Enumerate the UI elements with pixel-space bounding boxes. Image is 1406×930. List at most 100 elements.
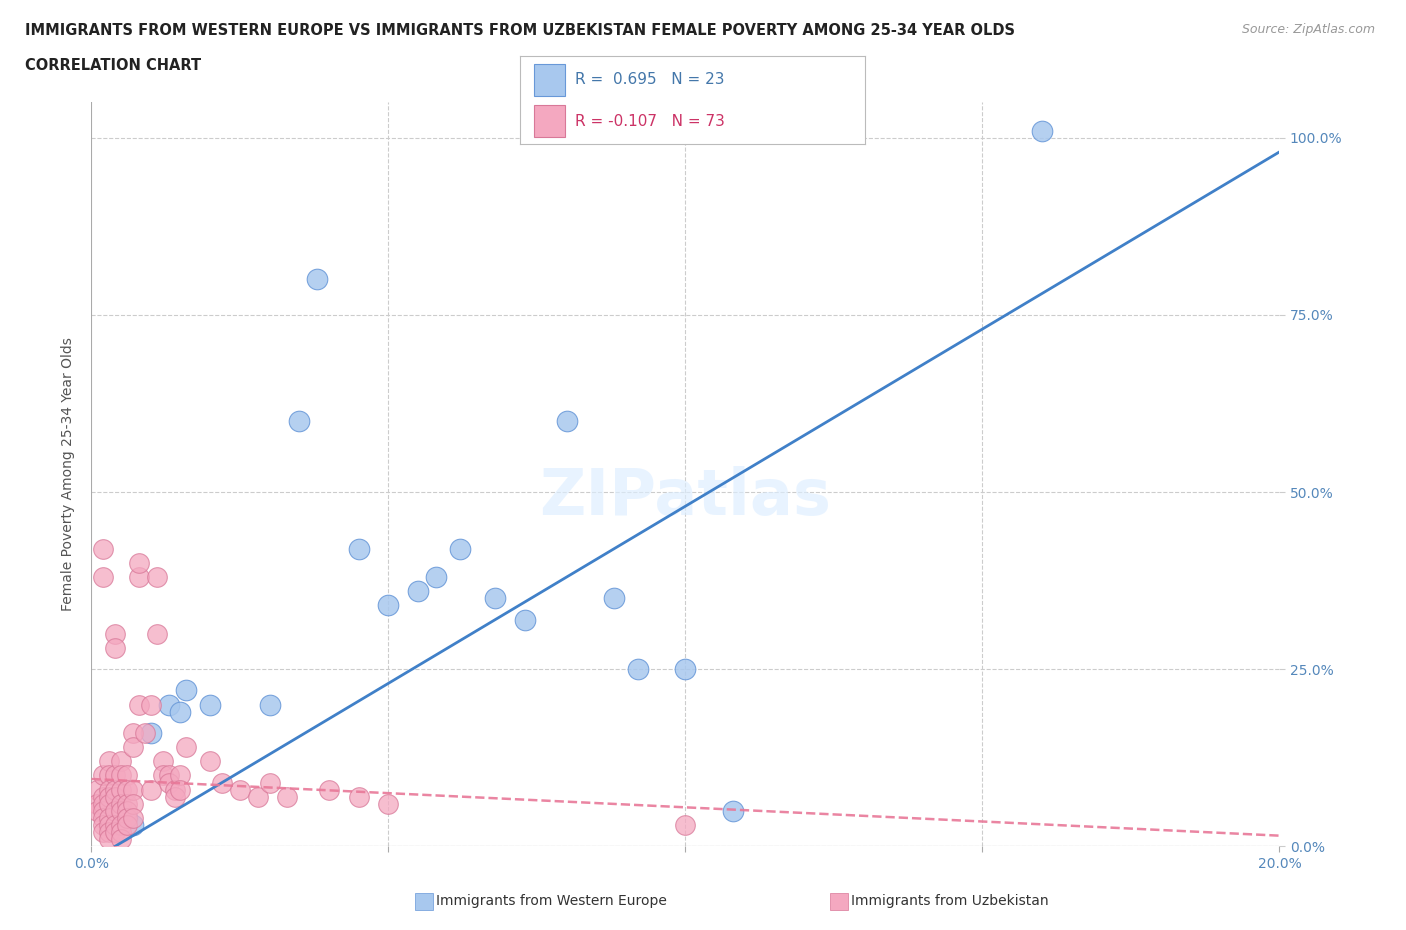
Point — [157, 768, 180, 783]
Point — [406, 584, 429, 599]
Point — [98, 768, 121, 783]
Point — [555, 414, 578, 429]
Point — [115, 811, 138, 826]
Point — [163, 790, 186, 804]
Point — [91, 804, 114, 818]
Point — [134, 725, 156, 740]
Point — [104, 782, 127, 797]
Point — [145, 626, 167, 641]
Point — [513, 612, 536, 627]
Point — [91, 796, 114, 811]
Point — [673, 662, 696, 677]
Point — [229, 782, 252, 797]
Point — [169, 768, 191, 783]
Point — [145, 569, 167, 584]
Point — [98, 817, 121, 832]
Point — [139, 698, 162, 712]
Point — [211, 775, 233, 790]
Point — [110, 754, 132, 769]
Point — [128, 698, 150, 712]
Point — [115, 796, 138, 811]
Point — [276, 790, 298, 804]
Point — [91, 768, 114, 783]
Point — [110, 817, 132, 832]
Point — [115, 768, 138, 783]
Point — [377, 598, 399, 613]
Point — [377, 796, 399, 811]
Point — [91, 817, 114, 832]
Point — [169, 704, 191, 719]
Point — [115, 817, 138, 832]
Point — [98, 790, 121, 804]
Point — [115, 811, 138, 826]
Point — [128, 555, 150, 570]
Point — [152, 768, 174, 783]
Point — [122, 811, 145, 826]
Point — [115, 804, 138, 818]
Point — [449, 541, 471, 556]
Point — [98, 825, 121, 840]
Point — [104, 804, 127, 818]
Point — [673, 882, 696, 897]
Bar — [534, 64, 565, 96]
Point — [104, 790, 127, 804]
Point — [425, 569, 447, 584]
Point — [673, 817, 696, 832]
Point — [91, 790, 114, 804]
Text: R =  0.695   N = 23: R = 0.695 N = 23 — [575, 73, 725, 87]
Point — [128, 569, 150, 584]
Point — [110, 782, 132, 797]
Point — [259, 775, 281, 790]
Point — [104, 825, 127, 840]
Y-axis label: Female Poverty Among 25-34 Year Olds: Female Poverty Among 25-34 Year Olds — [62, 338, 76, 611]
Point — [139, 725, 162, 740]
Point — [259, 698, 281, 712]
Point — [91, 825, 114, 840]
Point — [176, 739, 198, 754]
Point — [157, 698, 180, 712]
Point — [110, 804, 132, 818]
Point — [110, 825, 132, 840]
Text: CORRELATION CHART: CORRELATION CHART — [25, 58, 201, 73]
Point — [86, 804, 108, 818]
Text: ZIPatlas: ZIPatlas — [540, 466, 831, 527]
Point — [104, 641, 127, 656]
Point — [603, 591, 626, 605]
Point — [347, 541, 370, 556]
Text: Immigrants from Western Europe: Immigrants from Western Europe — [436, 894, 666, 909]
Point — [110, 768, 132, 783]
Point — [91, 811, 114, 826]
Point — [246, 790, 269, 804]
Bar — [534, 105, 565, 137]
Point — [288, 414, 311, 429]
Point — [152, 754, 174, 769]
Point — [86, 796, 108, 811]
Point — [200, 754, 222, 769]
Point — [163, 782, 186, 797]
Point — [98, 754, 121, 769]
Point — [104, 817, 127, 832]
Point — [115, 782, 138, 797]
Point — [484, 591, 506, 605]
Point — [318, 782, 340, 797]
Point — [122, 739, 145, 754]
Point — [200, 698, 222, 712]
Point — [169, 782, 191, 797]
Point — [98, 796, 121, 811]
Point — [176, 683, 198, 698]
Point — [91, 541, 114, 556]
Point — [98, 811, 121, 826]
Point — [86, 782, 108, 797]
Text: Immigrants from Uzbekistan: Immigrants from Uzbekistan — [851, 894, 1049, 909]
Point — [104, 768, 127, 783]
Point — [122, 796, 145, 811]
Point — [98, 782, 121, 797]
Point — [110, 796, 132, 811]
Point — [122, 782, 145, 797]
Text: R = -0.107   N = 73: R = -0.107 N = 73 — [575, 113, 725, 128]
Point — [307, 272, 329, 286]
Point — [91, 569, 114, 584]
Point — [122, 817, 145, 832]
Point — [104, 626, 127, 641]
Point — [721, 804, 744, 818]
